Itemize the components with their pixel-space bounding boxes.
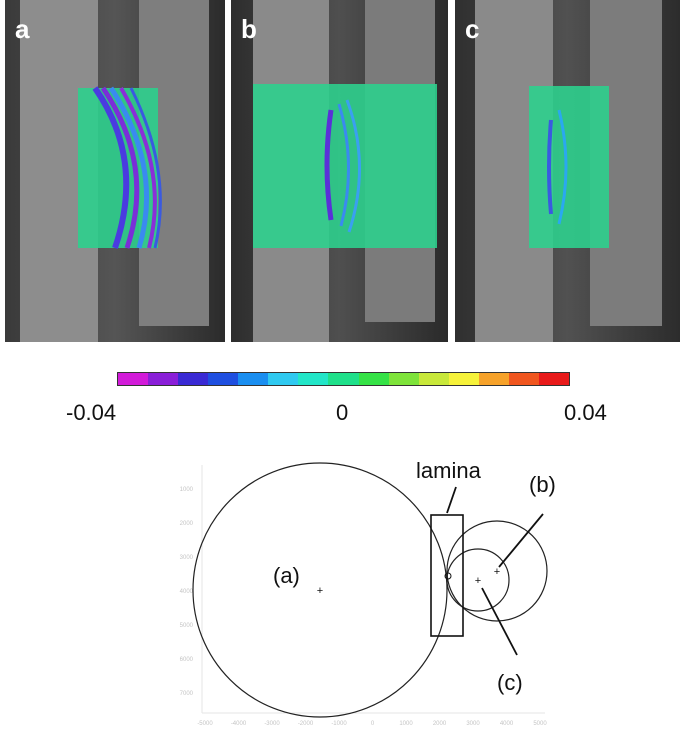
photo-panel-c: c: [455, 0, 680, 342]
y-tick-labels: 1000 2000 3000 4000 5000 6000 7000: [180, 487, 194, 697]
lamina-rectangle: [430, 514, 464, 637]
label-c: (c): [497, 670, 523, 695]
colorbar-swatch: [448, 373, 479, 385]
panel-a-image: [5, 0, 225, 342]
colorbar-swatch: [478, 373, 509, 385]
y-tick-label: 4000: [180, 589, 194, 595]
panel-c-image: [455, 0, 680, 342]
panel-label: a: [15, 14, 30, 44]
strain-band: [547, 119, 553, 215]
lamina-origin-marker: [444, 572, 452, 580]
center-marker-a: +: [317, 585, 323, 597]
colorbar-min-label: -0.04: [66, 400, 117, 425]
circle-c: [446, 548, 510, 612]
photo-panel-a: a: [5, 0, 225, 342]
strain-band: [557, 109, 568, 225]
colorbar-swatch: [388, 373, 419, 385]
strain-field: [529, 86, 609, 248]
panel-label: b: [241, 14, 257, 44]
x-tick-labels: -5000 -4000 -3000 -2000 -1000 0 1000 2000 3000 40…: [197, 721, 547, 727]
circle-a: [192, 462, 448, 718]
colorbar-swatch: [418, 373, 449, 385]
x-tick-label: 2000: [433, 721, 447, 727]
circle-b: [446, 520, 548, 622]
colorbar-swatch: [238, 373, 269, 385]
panel-b-image: [231, 0, 448, 342]
x-tick-label: 4000: [500, 721, 514, 727]
x-tick-label: -3000: [264, 721, 280, 727]
colorbar-swatch: [268, 373, 299, 385]
x-tick-label: -5000: [197, 721, 213, 727]
colorbar-swatch: [118, 373, 149, 385]
strain-band: [345, 99, 361, 233]
colorbar-mid-label: 0: [336, 400, 349, 425]
x-tick-label: 0: [371, 721, 375, 727]
y-tick-label: 6000: [180, 657, 194, 663]
strain-band: [92, 86, 130, 249]
panel-label: c: [465, 14, 480, 44]
strain-band: [108, 86, 150, 249]
colorbar-max-label: 0.04: [564, 400, 607, 425]
colorbar-swatch: [328, 373, 359, 385]
x-tick-label: -1000: [331, 721, 347, 727]
strain-field: [253, 84, 437, 248]
colorbar-swatch: [208, 373, 239, 385]
x-tick-label: 3000: [466, 721, 480, 727]
c-leader-line: [481, 587, 518, 656]
y-tick-label: 3000: [180, 555, 194, 561]
label-a: (a): [273, 563, 300, 588]
y-tick-label: 1000: [180, 487, 194, 493]
label-b: (b): [529, 472, 556, 497]
x-tick-label: 1000: [399, 721, 413, 727]
x-tick-label: -2000: [298, 721, 314, 727]
strain-band: [129, 87, 162, 249]
colorbar-swatch: [358, 373, 389, 385]
label-lamina: lamina: [416, 458, 481, 483]
y-tick-label: 7000: [180, 691, 194, 697]
y-tick-label: 2000: [180, 521, 194, 527]
photo-panel-b: b: [231, 0, 448, 342]
b-leader-line: [498, 513, 544, 568]
center-marker-c: +: [475, 575, 481, 587]
strain-band: [100, 86, 140, 249]
strain-band: [337, 103, 350, 227]
colorbar-swatch: [178, 373, 209, 385]
colorbar-swatch: [148, 373, 179, 385]
y-tick-label: 5000: [180, 623, 194, 629]
strain-band: [324, 109, 334, 221]
lamina-leader-line: [446, 486, 457, 514]
strain-band: [119, 86, 157, 249]
x-tick-label: 5000: [533, 721, 547, 727]
colorbar-swatch: [538, 373, 569, 385]
center-marker-b: +: [494, 566, 500, 578]
colorbar-swatch: [508, 373, 539, 385]
colorbar: [117, 372, 570, 386]
x-tick-label: -4000: [231, 721, 247, 727]
colorbar-swatch: [298, 373, 329, 385]
